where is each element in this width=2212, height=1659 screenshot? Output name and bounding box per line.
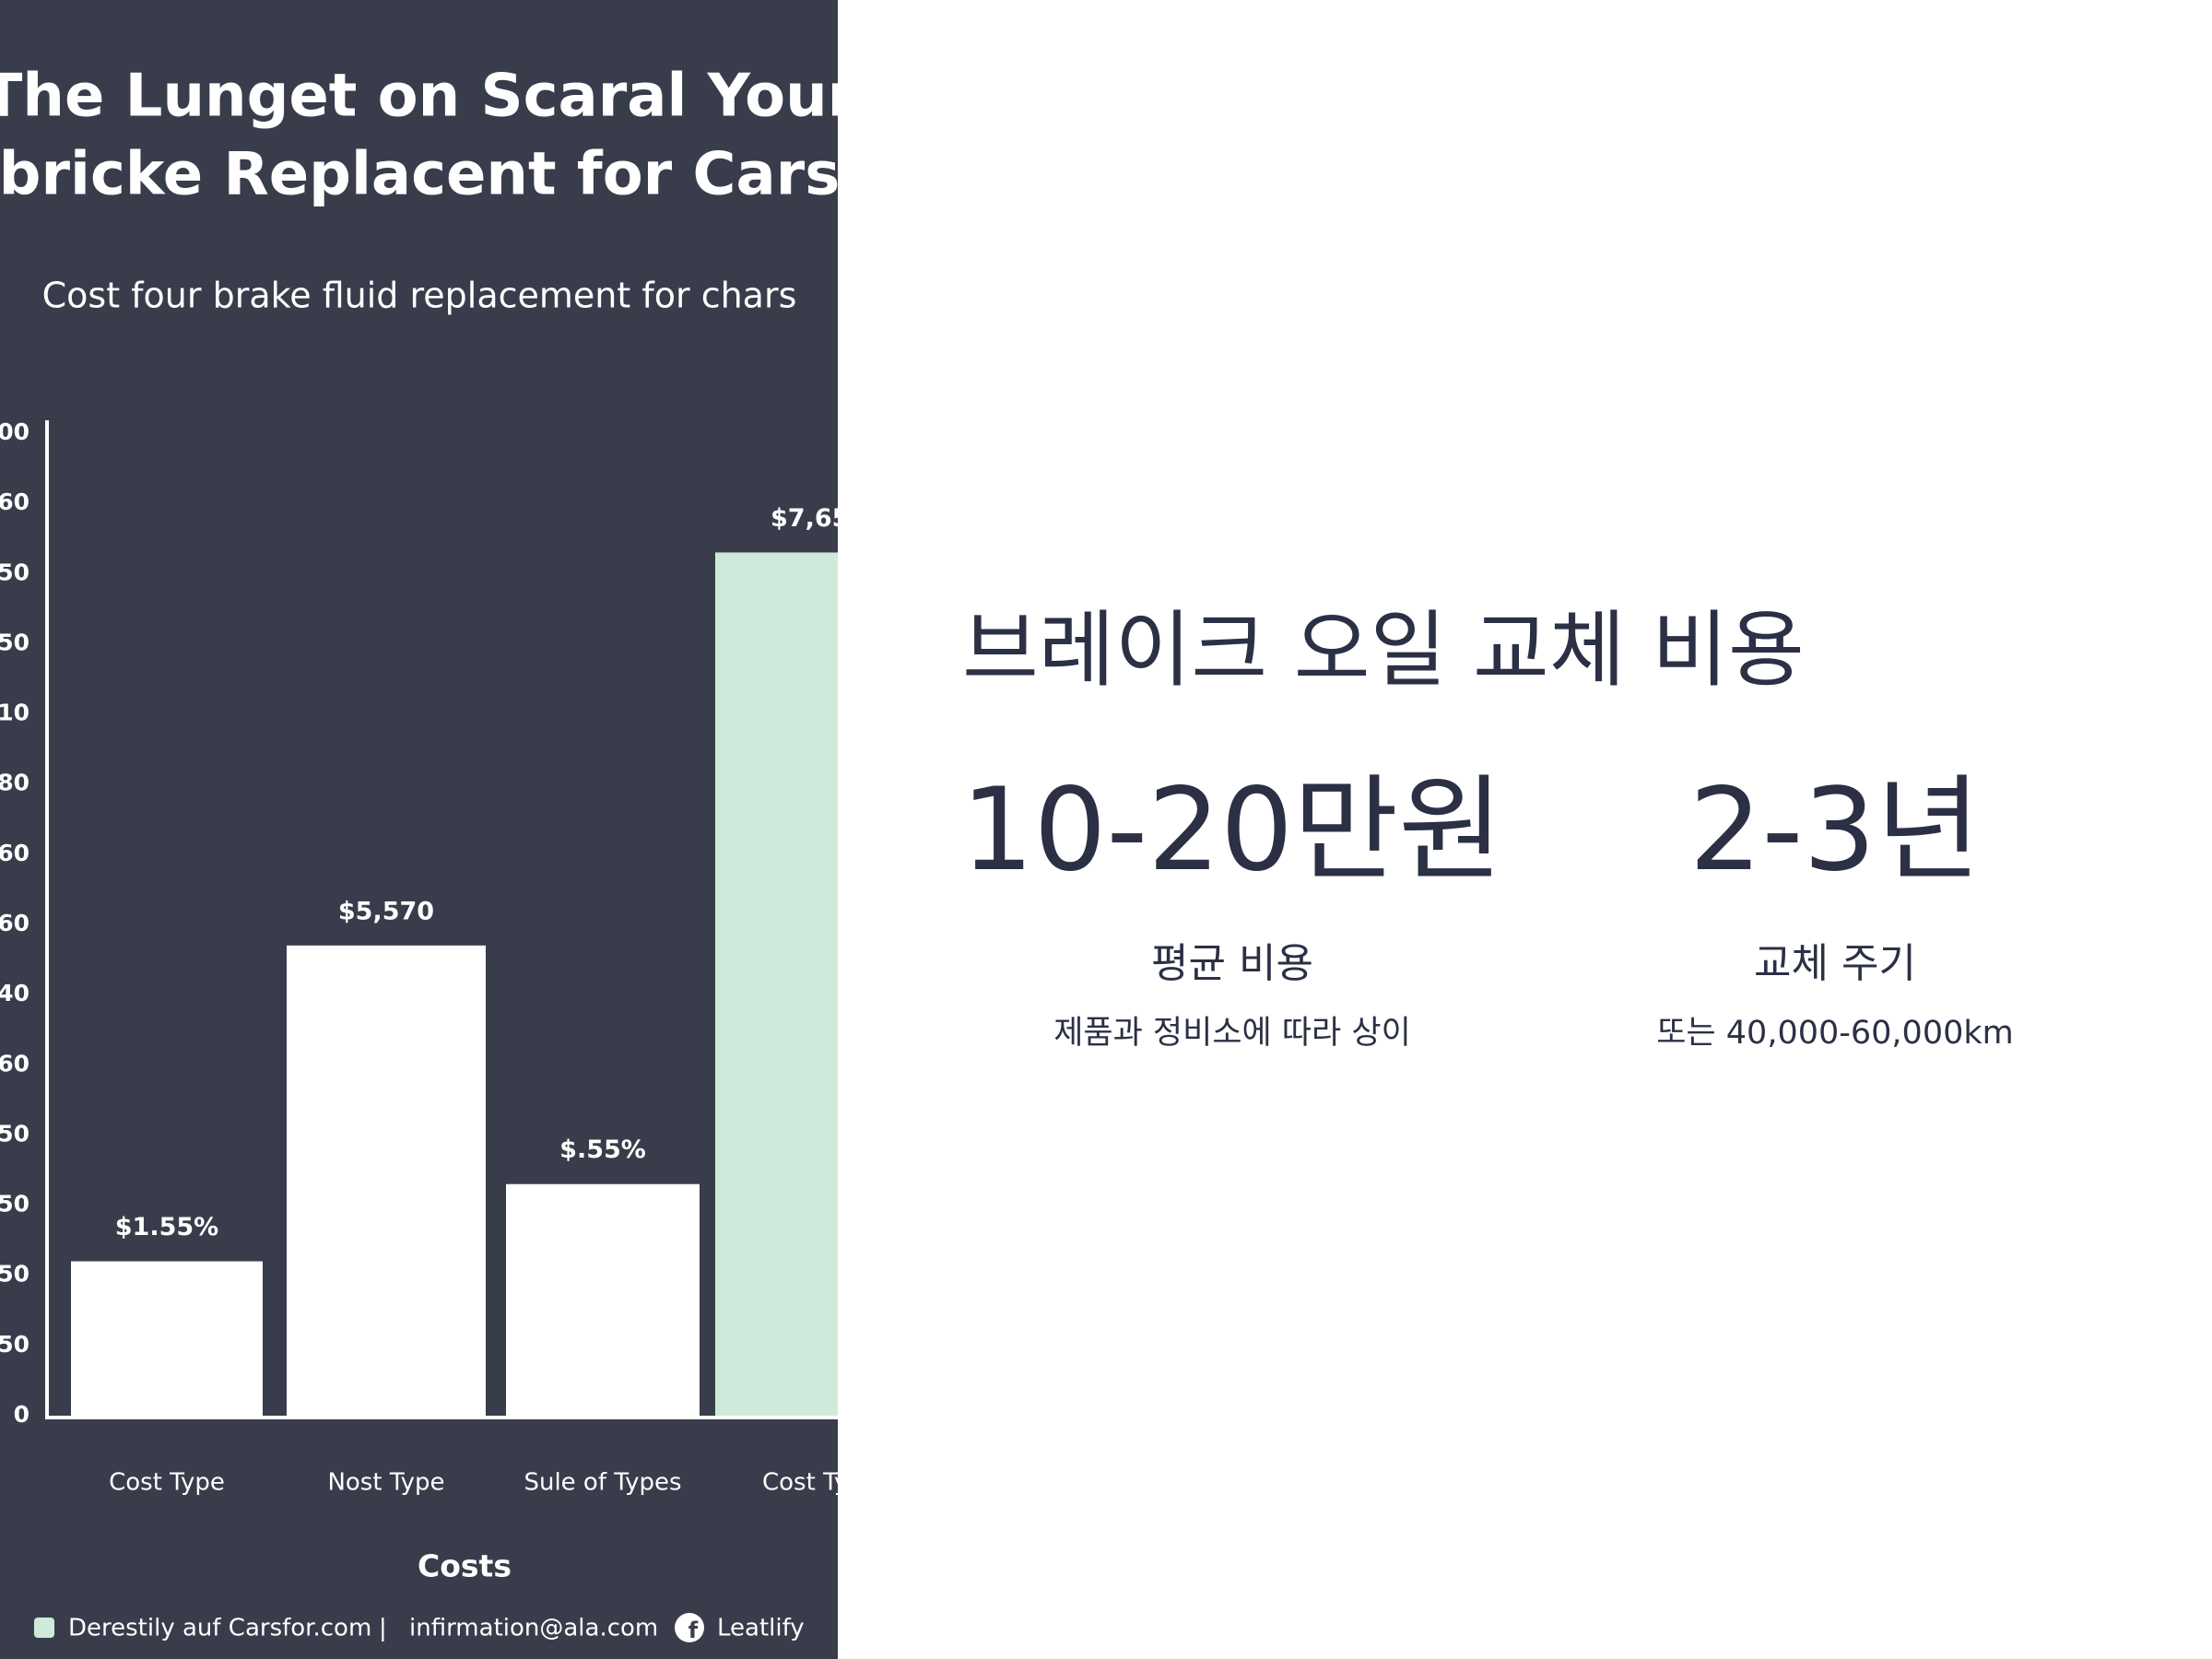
x-tick-label: Cost Ty bbox=[762, 1469, 848, 1497]
y-tick-label: 60 bbox=[0, 1050, 29, 1077]
chart-title: bricke Replacent for Cars bbox=[0, 141, 840, 209]
y-tick-label: 80 bbox=[0, 770, 29, 796]
chart-title: The Lunget on Scaral Your bbox=[0, 63, 857, 131]
footer-email: infirmation@ala.com bbox=[409, 1615, 658, 1642]
x-axis-label: Costs bbox=[418, 1548, 512, 1584]
footer-separator: | bbox=[379, 1615, 387, 1642]
value-label: $5,570 bbox=[338, 897, 434, 925]
value-label: $1.55% bbox=[115, 1213, 218, 1241]
stat-note: 또는 40,000-60,000km bbox=[1656, 1015, 2013, 1052]
social-icon-glyph: f bbox=[688, 1618, 699, 1643]
value-label: $.55% bbox=[559, 1135, 646, 1164]
y-tick-label: 50 bbox=[0, 1261, 29, 1288]
bar bbox=[71, 1261, 263, 1416]
y-tick-label: 50 bbox=[0, 1331, 29, 1358]
footer-site: Derestily auf Carsfor.com bbox=[68, 1615, 371, 1642]
chart-subtitle: Cost four brake fluid replacement for ch… bbox=[42, 276, 797, 316]
y-tick-label: 50 bbox=[0, 629, 29, 655]
site-icon bbox=[34, 1618, 54, 1638]
stat-label: 평균 비용 bbox=[1151, 940, 1313, 987]
y-tick-label: 00 bbox=[0, 418, 29, 445]
stat-note: 제품과 정비소에 따라 상이 bbox=[1053, 1015, 1411, 1052]
y-tick-label: 50 bbox=[0, 1191, 29, 1218]
x-tick-label: Nost Type bbox=[327, 1469, 444, 1497]
x-tick-label: Cost Type bbox=[109, 1469, 225, 1497]
stat-value: 2-3년 bbox=[1689, 764, 1982, 897]
y-tick-label: 60 bbox=[0, 910, 29, 936]
y-tick-label: 60 bbox=[0, 488, 29, 515]
social-icon bbox=[675, 1613, 704, 1642]
stat-label: 교체 주기 bbox=[1754, 940, 1916, 987]
bar bbox=[287, 945, 486, 1416]
y-tick-label: 60 bbox=[0, 840, 29, 866]
info-title: 브레이크 오일 교체 비용 bbox=[962, 602, 1805, 699]
bar bbox=[506, 1183, 700, 1416]
value-label: $7,65 bbox=[771, 504, 849, 533]
x-tick-label: Sule of Types bbox=[524, 1469, 681, 1497]
y-tick-label: 0 bbox=[14, 1401, 29, 1428]
bar bbox=[715, 552, 838, 1416]
footer-social: Leatlify bbox=[717, 1615, 805, 1642]
stat-value: 10-20만원 bbox=[961, 764, 1503, 897]
y-tick-label: 50 bbox=[0, 1120, 29, 1147]
chart: The Lunget on Scaral Your bricke Replace… bbox=[0, 63, 857, 1643]
y-tick-label: 40 bbox=[0, 980, 29, 1006]
y-tick-label: 10 bbox=[0, 700, 29, 726]
y-tick-label: 50 bbox=[0, 559, 29, 585]
